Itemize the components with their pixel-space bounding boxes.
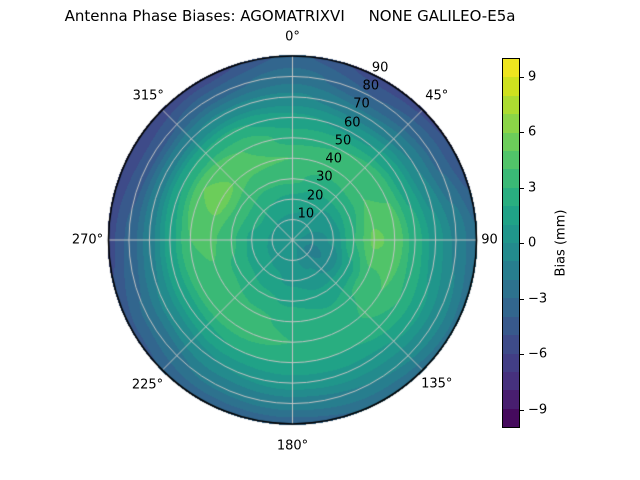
colorbar-band <box>503 371 519 391</box>
colorbar-tick <box>520 132 524 133</box>
colorbar-tick-label: 3 <box>528 180 537 195</box>
colorbar-band <box>503 408 519 428</box>
colorbar-band <box>503 187 519 207</box>
colorbar-tick <box>520 243 524 244</box>
angular-tick-label: 90 <box>481 232 498 248</box>
radial-tick-label: 10 <box>297 206 315 222</box>
colorbar-band <box>503 169 519 188</box>
angular-tick-label: 180° <box>276 438 309 454</box>
colorbar-tick <box>520 409 524 411</box>
angular-tick-label: 270° <box>71 232 104 248</box>
colorbar-band <box>503 95 519 115</box>
radial-tick-label: 90 <box>371 60 389 76</box>
colorbar-tick <box>520 354 524 355</box>
colorbar-band <box>503 335 519 354</box>
colorbar-tick-label: 6 <box>528 124 537 140</box>
colorbar-band <box>503 114 519 133</box>
colorbar-tick-label: 9 <box>528 69 537 84</box>
colorbar-tick-label: −9 <box>528 402 548 417</box>
radial-tick-label: 60 <box>343 115 361 131</box>
colorbar-tick-label: 0 <box>528 235 537 251</box>
polar-heatmap <box>97 45 487 435</box>
colorbar-band <box>503 279 519 299</box>
radial-tick-label: 80 <box>362 78 380 94</box>
colorbar-tick <box>520 298 524 300</box>
radial-tick-label: 30 <box>316 169 333 185</box>
radial-tick-label: 70 <box>353 96 370 112</box>
radial-tick-label: 50 <box>334 133 352 149</box>
angular-tick-label: 45° <box>425 88 449 104</box>
colorbar-tick <box>520 187 524 189</box>
angular-tick-label: 225° <box>131 377 164 393</box>
colorbar-band <box>503 151 519 170</box>
colorbar-band <box>503 77 519 96</box>
radial-tick-label: 20 <box>306 188 324 204</box>
radial-tick-label: 40 <box>325 151 342 167</box>
colorbar-band <box>503 298 519 317</box>
angular-tick-label: 0° <box>285 29 300 45</box>
colorbar-band <box>503 390 519 409</box>
colorbar <box>502 58 520 428</box>
page-title: Antenna Phase Biases: AGOMATRIXVI NONE G… <box>64 7 516 25</box>
colorbar-tick-label: −6 <box>528 346 548 362</box>
colorbar-band <box>503 224 519 244</box>
colorbar-band <box>503 206 519 225</box>
colorbar-band <box>503 316 519 336</box>
angular-tick-label: 315° <box>132 88 164 104</box>
colorbar-band <box>503 353 519 372</box>
colorbar-tick <box>520 76 524 78</box>
angular-tick-label: 135° <box>421 376 453 392</box>
colorbar-band <box>503 132 519 152</box>
colorbar-axis-label: Bias (mm) <box>553 209 569 277</box>
colorbar-band <box>503 243 519 262</box>
colorbar-band <box>503 261 519 280</box>
colorbar-tick-label: −3 <box>528 291 548 306</box>
colorbar-band <box>503 59 519 78</box>
